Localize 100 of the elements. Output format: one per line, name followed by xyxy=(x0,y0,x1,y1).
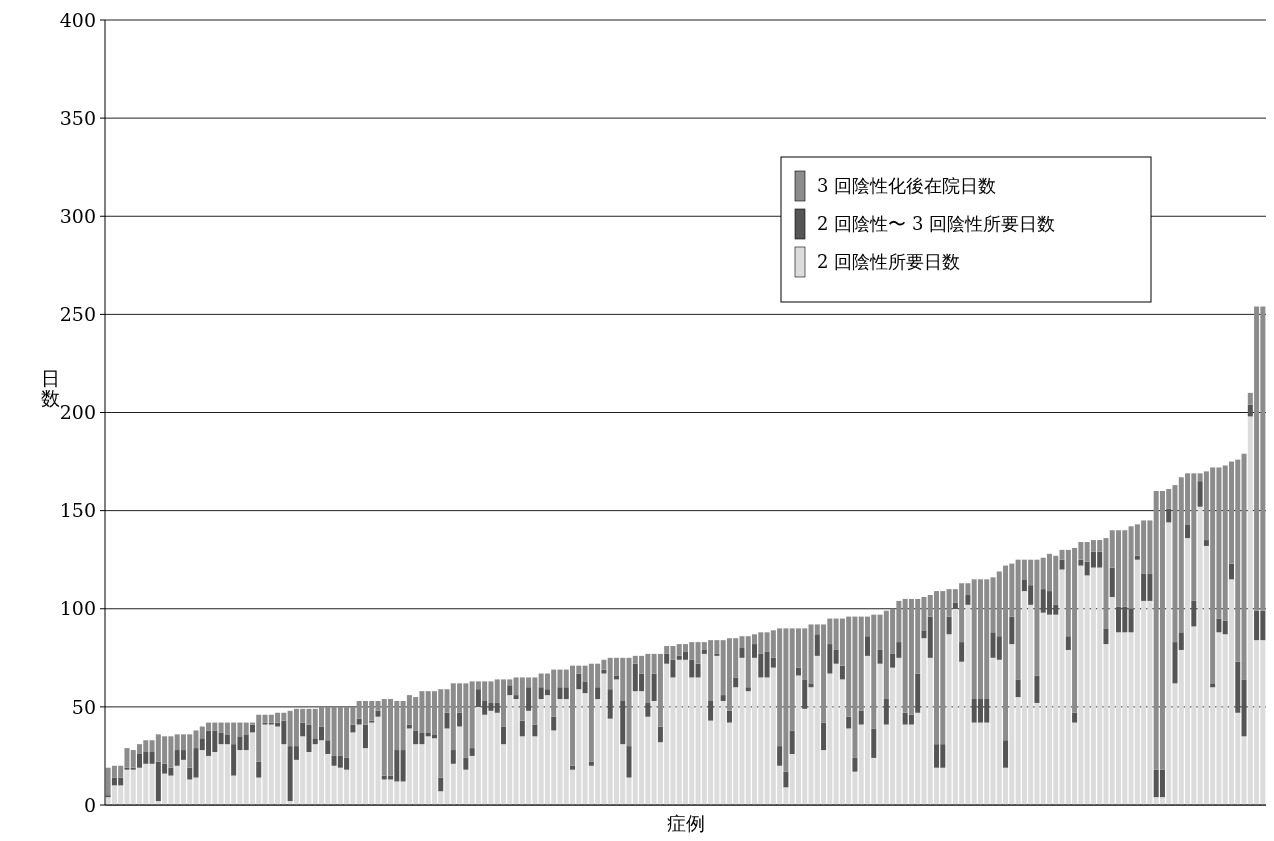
bar xyxy=(708,700,714,721)
bar xyxy=(720,695,726,701)
bar xyxy=(833,649,839,664)
bar xyxy=(513,695,519,700)
bar xyxy=(1216,618,1222,633)
bar xyxy=(846,716,852,729)
bar xyxy=(588,761,594,766)
bar xyxy=(1210,683,1216,688)
y-axis-title: 日数 xyxy=(40,366,60,409)
bar xyxy=(243,734,249,751)
bar xyxy=(1247,404,1253,417)
y-tick-label: 200 xyxy=(59,401,96,424)
bar xyxy=(626,746,632,778)
bar xyxy=(745,687,751,692)
bar xyxy=(563,687,569,700)
bar xyxy=(689,659,695,678)
bar xyxy=(1109,567,1115,597)
bar xyxy=(946,616,952,635)
bar xyxy=(871,728,877,758)
bar xyxy=(965,595,971,605)
bar xyxy=(645,702,651,717)
bar xyxy=(400,750,406,782)
bar xyxy=(802,679,808,709)
bar xyxy=(1235,661,1241,713)
bar xyxy=(1009,616,1015,645)
bar xyxy=(463,757,469,770)
bar xyxy=(852,757,858,772)
bar xyxy=(783,771,789,788)
bar xyxy=(726,710,732,723)
y-tick-label: 100 xyxy=(59,597,96,620)
bar xyxy=(883,699,889,725)
bar xyxy=(777,746,783,766)
bar xyxy=(325,740,331,754)
bar xyxy=(256,761,262,778)
bar xyxy=(827,644,833,674)
legend-label: 3 回陰性化後在院日数 xyxy=(817,175,997,196)
bar xyxy=(1003,740,1009,768)
y-tick-label: 150 xyxy=(59,499,96,522)
bar xyxy=(375,710,381,717)
bar xyxy=(438,777,444,792)
bar xyxy=(952,602,958,609)
bar xyxy=(444,712,450,729)
bar xyxy=(814,634,820,656)
bar xyxy=(570,765,576,770)
bar xyxy=(557,687,563,700)
bar xyxy=(582,681,588,694)
bar xyxy=(350,724,356,733)
bar xyxy=(1128,608,1134,633)
bar xyxy=(733,677,739,688)
bar xyxy=(739,648,745,658)
bar xyxy=(839,665,845,680)
y-tick-label: 0 xyxy=(83,793,96,816)
bar xyxy=(927,616,933,658)
bar xyxy=(1103,628,1109,645)
legend-label: 2 回陰性〜 3 回陰性所要日数 xyxy=(817,213,1056,234)
x-axis-title: 症例 xyxy=(666,812,705,834)
bar xyxy=(551,716,557,731)
bar xyxy=(457,712,463,727)
bar xyxy=(915,673,921,713)
bar xyxy=(1034,675,1040,703)
bar xyxy=(607,689,613,719)
bar xyxy=(695,663,701,678)
bar xyxy=(494,702,500,713)
bar xyxy=(1015,679,1021,698)
bar xyxy=(1241,679,1247,737)
bar xyxy=(532,724,538,737)
bar xyxy=(1191,600,1197,627)
bar xyxy=(657,726,663,743)
bar xyxy=(858,710,864,725)
bar xyxy=(1185,524,1191,539)
bar xyxy=(864,636,870,656)
bar xyxy=(795,667,801,676)
bar xyxy=(1203,540,1209,546)
y-tick-label: 400 xyxy=(59,8,96,31)
bar xyxy=(501,726,507,745)
bar xyxy=(620,700,626,745)
legend-label: 2 回陰性所要日数 xyxy=(817,251,961,272)
y-tick-label: 50 xyxy=(71,695,96,718)
bar xyxy=(1228,563,1234,580)
bar xyxy=(601,669,607,674)
bar xyxy=(921,630,927,639)
bar xyxy=(1078,559,1084,566)
bar xyxy=(1241,453,1247,680)
bar xyxy=(356,718,362,725)
y-tick-label: 300 xyxy=(59,204,96,227)
bar xyxy=(877,649,883,664)
y-tick-label: 350 xyxy=(59,106,96,129)
bar xyxy=(450,750,456,764)
bar xyxy=(1059,559,1065,570)
bar xyxy=(789,730,795,754)
bar xyxy=(362,724,368,749)
bar xyxy=(526,687,532,711)
bar xyxy=(1072,712,1078,723)
bar xyxy=(821,722,827,751)
bar xyxy=(701,649,707,654)
y-tick-label: 250 xyxy=(59,303,96,326)
bar xyxy=(507,685,513,696)
bar xyxy=(1134,555,1140,560)
bar xyxy=(1197,481,1203,507)
bar xyxy=(613,675,619,680)
